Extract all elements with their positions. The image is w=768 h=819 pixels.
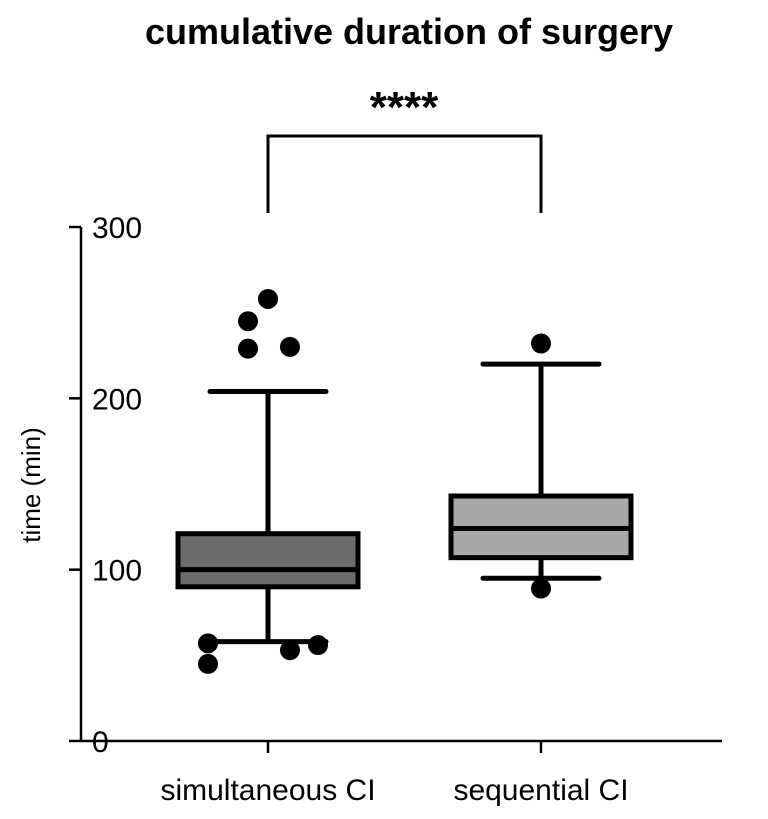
outlier-point xyxy=(531,333,551,354)
significance-bracket xyxy=(266,134,543,213)
outlier-point xyxy=(258,288,278,309)
outlier-point xyxy=(198,633,218,654)
outlier-point xyxy=(198,653,218,674)
outlier-point xyxy=(238,338,258,359)
x-tick-label: simultaneous CI xyxy=(160,774,375,807)
significance-label: **** xyxy=(370,83,439,132)
y-tick-label: 100 xyxy=(92,555,142,588)
outlier-point xyxy=(531,578,551,599)
y-tick-label: 300 xyxy=(92,212,142,245)
box-iqr xyxy=(175,531,361,590)
outlier-point xyxy=(238,311,258,332)
chart-title: cumulative duration of surgery xyxy=(145,11,673,52)
y-tick-label: 200 xyxy=(92,383,142,416)
outlier-point xyxy=(280,640,300,661)
outlier-point xyxy=(280,336,300,357)
plot-area: 0 100 200 300 simultaneous CI sequential CI xyxy=(69,134,722,807)
outlier-point xyxy=(308,635,328,656)
y-tick-label: 0 xyxy=(92,726,109,759)
y-axis-label: time (min) xyxy=(16,427,46,543)
x-tick-label: sequential CI xyxy=(453,774,628,807)
